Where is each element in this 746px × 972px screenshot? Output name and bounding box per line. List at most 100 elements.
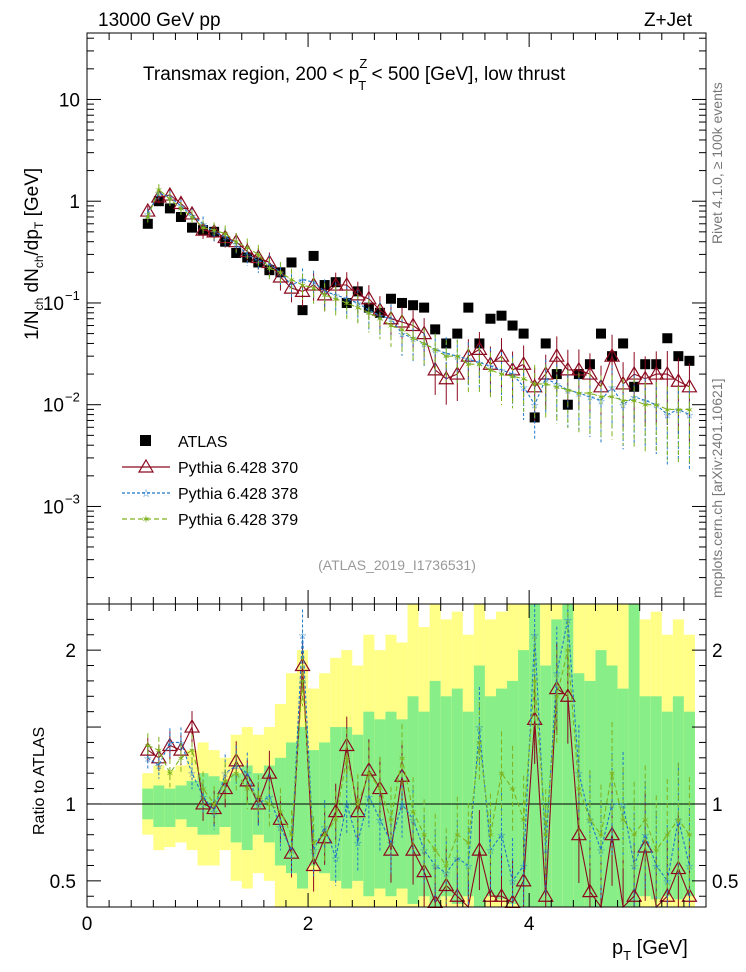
data-point (161, 186, 178, 201)
ratio-point (570, 826, 587, 841)
data-point (286, 257, 297, 268)
ratio-point: ✶ (486, 831, 494, 842)
ratio-point: ✶ (320, 831, 328, 842)
ratio-point: ✶ (166, 769, 174, 780)
ratio-y-axis-label: Ratio to ATLAS (31, 727, 48, 835)
analysis-id: (ATLAS_2019_I1736531) (318, 557, 476, 573)
ratio-point: ☆ (431, 861, 440, 872)
data-point: ✶ (652, 401, 660, 412)
ratio-point: ☆ (165, 738, 174, 749)
ratio-point: ✶ (553, 692, 561, 703)
ratio-point: ✶ (530, 677, 538, 688)
data-point: ✶ (232, 238, 240, 249)
ratio-panel-data: ☆☆☆ ☆☆☆☆☆☆☆☆☆☆☆☆☆☆☆☆☆☆☆☆☆☆☆☆☆☆☆☆☆☆☆☆☆☆☆☆☆… (87, 604, 706, 909)
data-point (195, 221, 212, 236)
data-point: ✶ (553, 383, 561, 394)
data-point (385, 293, 396, 304)
ratio-point: ✶ (608, 769, 616, 780)
ratio-band-1sigma (473, 665, 485, 907)
ratio-point: ☆ (364, 792, 373, 803)
y-tick-exponent: −3 (65, 491, 80, 506)
data-point (496, 310, 507, 321)
legend-marker-atlas (140, 435, 151, 446)
ratio-band-1sigma (230, 773, 242, 843)
ratio-band-1sigma (285, 742, 298, 874)
data-point: ✶ (309, 284, 317, 295)
ratio-point: ☆ (508, 877, 517, 888)
legend-label-py378: Pythia 6.428 378 (178, 486, 298, 503)
data-point: ✶ (398, 325, 406, 336)
ratio-point: ✶ (497, 769, 505, 780)
data-point (662, 333, 673, 344)
ratio-band-1sigma (595, 650, 607, 907)
data-point (648, 365, 665, 380)
data-point: ✶ (519, 375, 527, 386)
ratio-point (537, 888, 554, 902)
ratio-point: ✶ (199, 785, 207, 796)
ratio-band-1sigma (297, 727, 309, 889)
ratio-point (294, 657, 311, 672)
data-point (175, 211, 186, 222)
ratio-point: ☆ (254, 800, 263, 811)
ratio-y-tick-label: 0.5 (50, 872, 76, 893)
ratio-point: ✶ (442, 861, 450, 872)
data-point: ✶ (542, 380, 550, 391)
ratio-point: ✶ (332, 815, 340, 826)
ratio-point: ✶ (287, 831, 295, 842)
data-point: ☆ (541, 375, 550, 386)
ratio-point: ✶ (144, 742, 152, 753)
ratio-point: ✶ (663, 831, 671, 842)
ratio-point: ✶ (398, 754, 406, 765)
ratio-point: ☆ (630, 861, 639, 872)
ratio-band-1sigma (440, 696, 452, 897)
ratio-line (147, 665, 690, 909)
ratio-band-1sigma (507, 680, 519, 904)
data-point: ✶ (188, 213, 196, 224)
data-point: ✶ (630, 397, 638, 408)
ratio-point: ✶ (409, 808, 417, 819)
data-point (430, 324, 441, 335)
ratio-point (449, 888, 466, 902)
ratio-point (515, 872, 532, 887)
data-point (618, 338, 629, 349)
ratio-point: ☆ (298, 631, 307, 642)
ratio-point (581, 883, 598, 898)
ratio-point (471, 841, 488, 856)
ratio-point: ✶ (685, 831, 693, 842)
ratio-point: ✶ (464, 838, 472, 849)
data-point (397, 297, 408, 308)
ratio-point: ☆ (519, 861, 528, 872)
data-point (548, 347, 565, 362)
data-point (164, 203, 175, 214)
ratio-point (493, 888, 510, 902)
data-point: ☆ (265, 260, 274, 271)
data-point (659, 365, 676, 380)
ratio-point: ☆ (375, 815, 384, 826)
data-point: ✶ (431, 345, 439, 356)
y-tick-exponent: −1 (65, 288, 80, 303)
data-point: ✶ (486, 366, 494, 377)
y-tick-label: 10 (59, 90, 80, 111)
data-point: ☆ (176, 202, 185, 213)
energy-label: 13000 GeV pp (98, 10, 221, 31)
data-point: ✶ (497, 370, 505, 381)
ratio-point: ✶ (674, 815, 682, 826)
ratio-band-1sigma (562, 604, 574, 907)
ratio-line (147, 649, 690, 867)
ratio-point: ✶ (243, 785, 251, 796)
ratio-point (139, 741, 156, 756)
ratio-point: ✶ (597, 831, 605, 842)
data-point (142, 218, 153, 229)
legend-marker-py378: ☆ (141, 488, 151, 500)
legend: ATLAS Pythia 6.428 370 ☆ Pythia 6.428 37… (122, 434, 298, 529)
data-point: ☆ (663, 411, 672, 422)
ratio-band-1sigma (241, 765, 253, 851)
ratio-point: ☆ (453, 854, 462, 865)
ratio-point: ☆ (619, 800, 628, 811)
ratio-point: ✶ (376, 785, 384, 796)
data-point: ✶ (464, 360, 472, 371)
data-point (518, 328, 529, 339)
legend-label-atlas: ATLAS (178, 434, 228, 451)
data-point (308, 250, 319, 261)
